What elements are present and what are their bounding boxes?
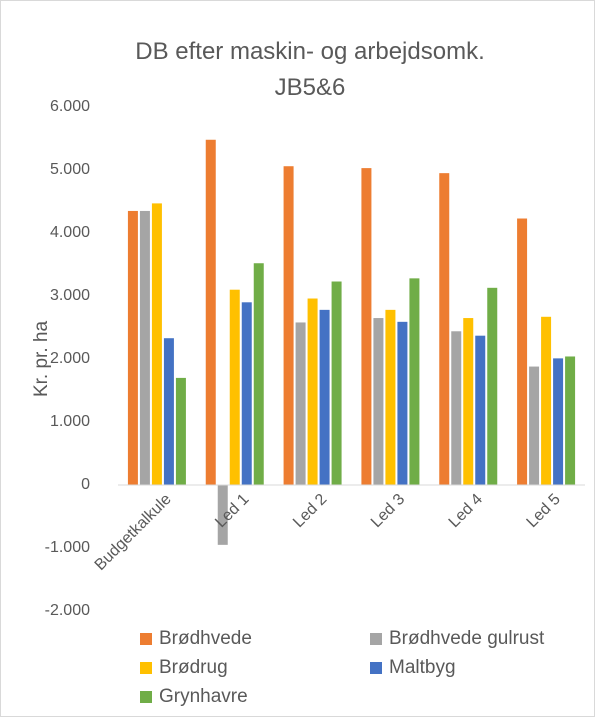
y-tick-label: 3.000 [50, 287, 90, 304]
bar [295, 322, 306, 485]
bar [451, 331, 462, 485]
legend-swatch [140, 633, 152, 645]
bar [409, 278, 420, 485]
y-tick-label: 4.000 [50, 224, 90, 241]
y-tick-label: 2.000 [50, 350, 90, 367]
bar [241, 302, 252, 485]
y-tick-label: 6.000 [50, 98, 90, 115]
bar [373, 318, 384, 485]
bar [385, 309, 396, 485]
y-tick-label: -2.000 [45, 602, 90, 619]
x-tick-label: Led 2 [290, 491, 330, 531]
bar [229, 289, 240, 485]
x-tick-label: Led 5 [524, 491, 564, 531]
legend-label: Brødhvede [159, 628, 252, 649]
y-tick-label: -1.000 [45, 539, 90, 556]
bar [331, 281, 342, 485]
bar [553, 358, 564, 485]
y-tick-label: 0 [81, 476, 90, 493]
bar [463, 318, 474, 485]
bar [175, 377, 186, 485]
bar [127, 210, 138, 485]
x-tick-label: Led 3 [368, 491, 408, 531]
y-tick-label: 5.000 [50, 161, 90, 178]
bar [217, 485, 228, 545]
x-tick-label: Led 4 [446, 491, 486, 531]
x-tick-label: Budgetkalkule [92, 491, 175, 574]
bar [361, 168, 372, 486]
bar [163, 338, 174, 485]
legend-label: Maltbyg [389, 657, 456, 678]
bar [151, 203, 162, 485]
bar [307, 298, 318, 485]
bar [487, 287, 498, 485]
bar [475, 335, 486, 485]
legend-swatch [140, 662, 152, 674]
bar [541, 316, 552, 485]
bar [319, 309, 330, 485]
bar [565, 356, 576, 485]
legend-swatch [370, 633, 382, 645]
bar [439, 173, 450, 485]
bar [139, 210, 150, 485]
bar [205, 139, 216, 485]
bar [253, 263, 264, 485]
bar [283, 166, 294, 485]
legend-label: Brødhvede gulrust [389, 628, 545, 649]
legend-swatch [140, 691, 152, 703]
y-tick-label: 1.000 [50, 413, 90, 430]
bar [529, 366, 540, 485]
legend-swatch [370, 662, 382, 674]
legend-label: Brødrug [159, 657, 228, 678]
bar [517, 218, 528, 485]
legend-label: Grynhavre [159, 686, 248, 707]
y-axis-label: Kr. pr. ha [31, 321, 52, 397]
chart-title: DB efter maskin- og arbejdsomk. JB5&6 [135, 38, 485, 101]
bar [397, 321, 408, 485]
